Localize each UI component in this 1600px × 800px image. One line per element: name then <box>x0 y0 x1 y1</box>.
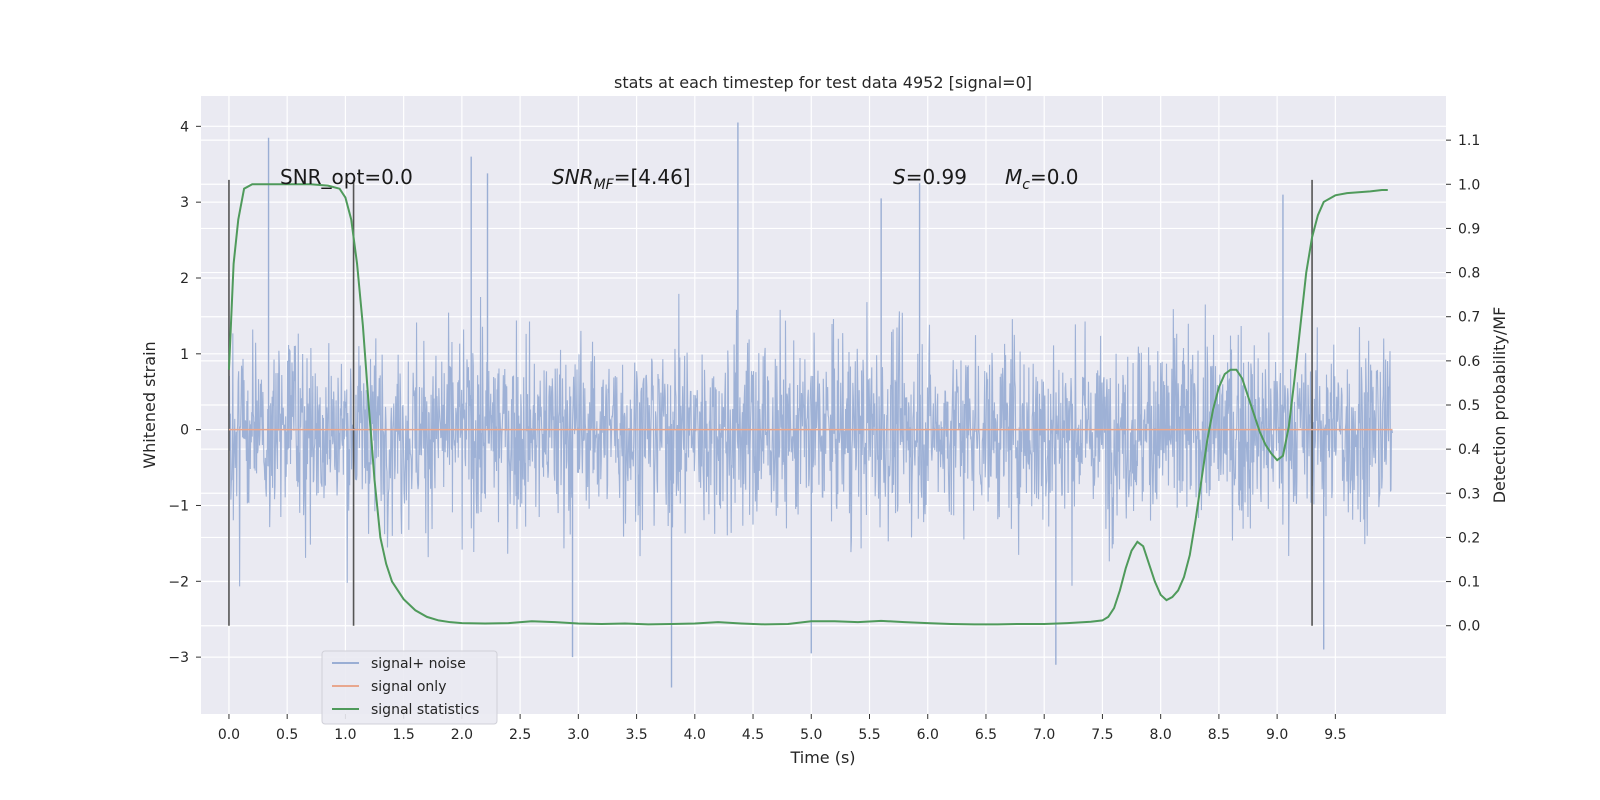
x-tick-label: 2.0 <box>451 727 473 743</box>
y-right-tick-label: 0.5 <box>1458 398 1480 414</box>
x-tick-label: 6.0 <box>917 727 939 743</box>
y-left-tick-label: 1 <box>180 347 189 363</box>
x-tick-label: 4.5 <box>742 727 764 743</box>
snr-mf-annotation: SNRMF=[4.46] <box>552 165 691 193</box>
x-tick-label: 8.0 <box>1150 727 1172 743</box>
signal-statistics-series <box>227 183 1388 626</box>
x-tick-label: 2.5 <box>509 727 531 743</box>
signal-plus-noise-series <box>228 122 1393 688</box>
y-left-tick-label: 4 <box>180 119 189 135</box>
y-right-axis-ticks: 0.0 0.1 0.2 0.3 0.4 0.5 0.6 0.7 0.8 0.9 1.0 1.1 <box>1446 133 1480 635</box>
y-right-tick-label: 0.0 <box>1458 619 1480 635</box>
x-axis-label: Time (s) <box>789 748 855 767</box>
x-tick-label: 5.0 <box>800 727 822 743</box>
x-tick-label: 9.5 <box>1324 727 1346 743</box>
mc-annotation: Mc=0.0 <box>1005 165 1079 193</box>
x-tick-label: 8.5 <box>1208 727 1230 743</box>
y-left-tick-label: 2 <box>180 271 189 287</box>
x-tick-label: 3.0 <box>567 727 589 743</box>
y-left-axis-ticks: −3 −2 −1 0 1 2 3 4 <box>168 119 201 666</box>
y-right-axis-label: Detection probability/MF <box>1490 307 1509 504</box>
snr-opt-annotation: SNR_opt=0.0 <box>280 165 413 189</box>
x-tick-label: 6.5 <box>975 727 997 743</box>
y-right-tick-label: 0.3 <box>1458 486 1480 502</box>
y-right-tick-label: 1.0 <box>1458 177 1480 193</box>
x-tick-label: 4.0 <box>684 727 706 743</box>
y-right-tick-label: 0.4 <box>1458 442 1480 458</box>
x-tick-label: 0.0 <box>218 727 240 743</box>
y-right-tick-label: 0.1 <box>1458 575 1480 591</box>
y-right-tick-label: 1.1 <box>1458 133 1480 149</box>
y-left-tick-label: −1 <box>168 498 189 514</box>
x-tick-label: 7.0 <box>1033 727 1055 743</box>
snr-mf-prefix: SNR <box>552 165 594 189</box>
y-right-tick-label: 0.6 <box>1458 354 1480 370</box>
x-axis-ticks: 0.0 0.5 1.0 1.5 2.0 2.5 3.0 3.5 4.0 4.5 5.0 5.5 6.0 6… <box>218 714 1346 743</box>
legend-box <box>321 650 498 725</box>
mc-prefix: M <box>1005 165 1022 189</box>
y-right-tick-label: 0.2 <box>1458 530 1480 546</box>
x-tick-label: 9.0 <box>1266 727 1288 743</box>
x-tick-label: 1.5 <box>393 727 415 743</box>
x-tick-label: 3.5 <box>625 727 647 743</box>
y-left-tick-label: 0 <box>180 423 189 439</box>
y-right-tick-label: 0.8 <box>1458 266 1480 282</box>
x-tick-label: 5.5 <box>858 727 880 743</box>
legend-label-signal-noise: signal+ noise <box>371 656 466 672</box>
legend-label-signal-statistics: signal statistics <box>371 702 479 718</box>
y-left-tick-label: −3 <box>168 650 189 666</box>
y-left-axis-label: Whitened strain <box>140 341 159 468</box>
s-prefix: S <box>893 165 906 189</box>
mc-value: =0.0 <box>1030 165 1079 189</box>
chart-title: stats at each timestep for test data 495… <box>614 73 1032 92</box>
s-annotation: S=0.99 <box>893 165 967 189</box>
x-tick-label: 0.5 <box>276 727 298 743</box>
x-tick-label: 1.0 <box>334 727 356 743</box>
snr-mf-subscript: MF <box>594 177 615 193</box>
signal-plus-noise-line <box>228 293 1393 587</box>
mc-subscript: c <box>1022 177 1030 193</box>
y-left-tick-label: −2 <box>168 574 189 590</box>
legend: signal+ noise signal only signal statist… <box>321 650 498 725</box>
legend-label-signal-only: signal only <box>371 679 446 695</box>
y-right-tick-label: 0.7 <box>1458 310 1480 326</box>
vertical-markers <box>228 179 1313 626</box>
y-left-tick-label: 3 <box>180 195 189 211</box>
y-right-tick-label: 0.9 <box>1458 221 1480 237</box>
signal-statistics-line <box>227 183 1388 626</box>
snr-mf-value: =[4.46] <box>614 165 691 189</box>
s-value: =0.99 <box>906 165 967 189</box>
x-tick-label: 7.5 <box>1091 727 1113 743</box>
